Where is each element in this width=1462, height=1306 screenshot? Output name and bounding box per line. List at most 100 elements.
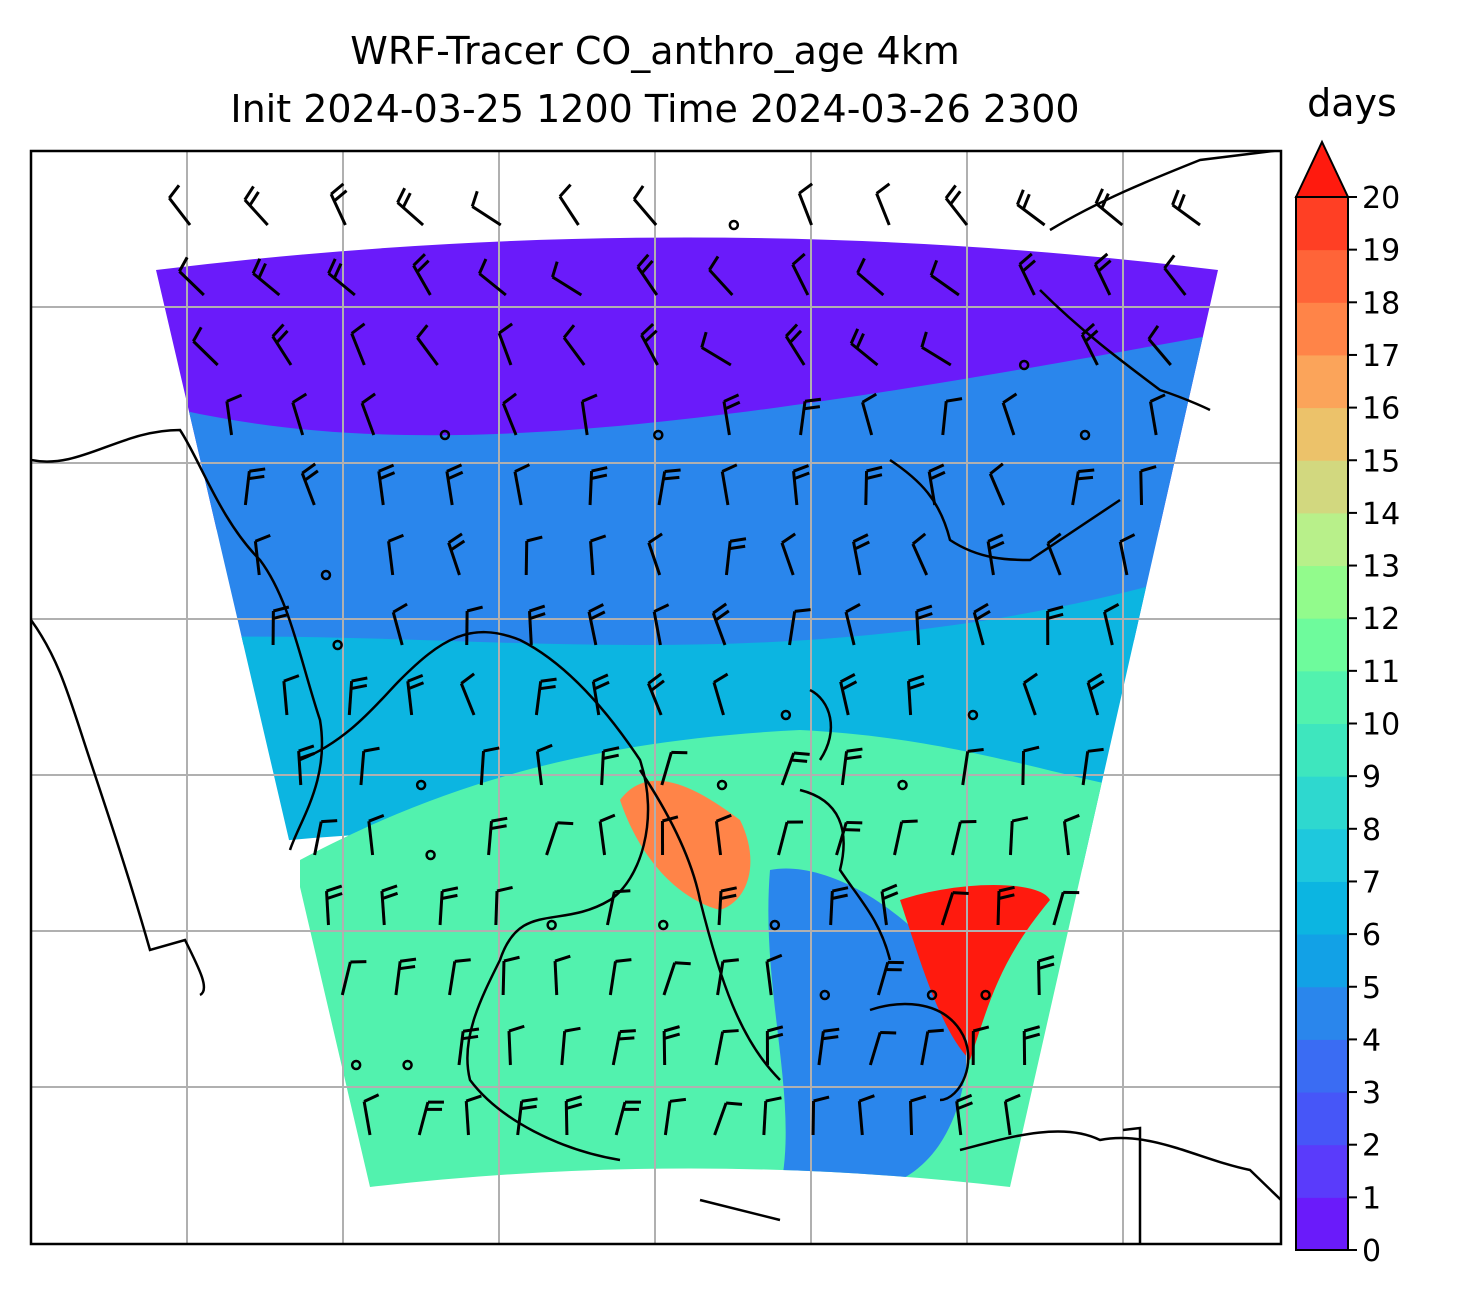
wind-barb <box>909 1094 927 1136</box>
wind-barb <box>941 397 963 436</box>
wind-barb <box>791 252 810 296</box>
colorbar-segment <box>1296 670 1348 724</box>
wind-barb <box>929 259 960 297</box>
map-frame <box>29 149 1283 1246</box>
wind-barb <box>591 673 610 716</box>
wind-barb <box>861 392 878 436</box>
colorbar-tick-label: 4 <box>1362 1023 1381 1058</box>
wind-barb <box>1081 747 1104 786</box>
wind-barb <box>986 533 1005 576</box>
wind-barb <box>716 958 739 996</box>
wind-barb <box>605 889 631 926</box>
wind-barb <box>835 820 863 856</box>
wind-barb <box>940 891 969 926</box>
wind-barb <box>598 813 616 856</box>
wind-barb <box>600 746 620 786</box>
colorbar-tick-label: 10 <box>1362 708 1400 743</box>
wind-barb <box>784 323 806 366</box>
colorbar-segment <box>1296 1197 1348 1251</box>
wind-barb <box>927 463 946 506</box>
field-band-mid <box>156 330 1218 657</box>
colorbar-segment <box>1296 302 1348 356</box>
wind-barb <box>614 1100 641 1136</box>
wind-barb <box>652 603 670 646</box>
wind-barb <box>282 674 300 716</box>
wind-barb <box>459 672 476 716</box>
wind-barb <box>857 1094 875 1136</box>
wind-barb <box>972 602 991 646</box>
wind-barb <box>876 960 904 996</box>
wind-barb <box>464 1094 482 1136</box>
colorbar-tick-label: 17 <box>1362 339 1400 374</box>
wind-barb <box>367 813 385 856</box>
wind-barb <box>852 533 870 576</box>
wind-calm-marker <box>350 1059 362 1071</box>
wind-barbs <box>168 182 1201 1136</box>
wind-barb <box>360 392 376 436</box>
wind-barb <box>325 884 343 926</box>
wind-barb <box>657 468 681 506</box>
wind-barb <box>996 885 1015 926</box>
colorbar-segment <box>1296 828 1348 882</box>
wind-barb <box>849 328 879 367</box>
wind-barb <box>988 462 1006 506</box>
wind-barb <box>915 604 933 646</box>
wind-barb <box>564 1095 583 1136</box>
wind-barb <box>1021 745 1040 786</box>
wind-calm-marker <box>425 849 436 861</box>
wind-barb <box>944 184 969 226</box>
wind-barb <box>920 1028 944 1066</box>
wind-barb <box>513 463 531 506</box>
colorbar-extend-arrow <box>1294 139 1350 198</box>
wind-barb <box>465 605 483 646</box>
wind-barb <box>662 1025 681 1066</box>
wind-barb <box>608 958 632 996</box>
wind-barb <box>1046 605 1064 646</box>
wind-barb <box>350 322 366 366</box>
wind-barb <box>553 954 571 996</box>
wind-barb <box>1086 672 1105 716</box>
wind-calm-marker <box>332 639 343 651</box>
wind-barb <box>1018 252 1037 296</box>
wind-calm-marker <box>1079 429 1091 441</box>
coastlines <box>31 151 1281 1244</box>
wind-barb <box>1148 393 1166 436</box>
wind-barb <box>545 821 574 856</box>
wind-barb <box>792 464 810 506</box>
wind-barb <box>396 187 425 227</box>
wind-barb <box>839 673 858 716</box>
colorbar-tick-label: 18 <box>1362 286 1400 321</box>
wind-barb <box>1016 189 1046 227</box>
wind-barb <box>340 960 367 996</box>
wind-barb <box>711 602 730 646</box>
wind-barb <box>765 1025 784 1066</box>
wind-calm-marker <box>980 989 991 1001</box>
colorbar-segment <box>1296 776 1348 830</box>
colorbar-segment <box>1296 460 1348 514</box>
wind-barb <box>406 673 425 716</box>
wind-barb <box>640 322 659 366</box>
colorbar-unit-label: days <box>1307 81 1397 125</box>
wind-barb <box>1093 252 1112 296</box>
wind-barb <box>347 676 368 716</box>
wind-barb <box>192 326 219 367</box>
wind-barb <box>1171 189 1201 227</box>
colorbar-tick-label: 11 <box>1362 655 1400 690</box>
wind-barb <box>528 604 546 646</box>
wind-barb <box>868 1030 897 1066</box>
colorbar-tick-label: 6 <box>1362 918 1381 953</box>
wind-barb <box>817 1027 840 1066</box>
colorbar-tick-label: 7 <box>1362 865 1381 900</box>
colorbar-segment <box>1296 565 1348 619</box>
colorbar-segment <box>1296 618 1348 672</box>
colorbar-segment <box>1296 986 1348 1040</box>
wind-barb <box>516 1097 538 1136</box>
wind-barb <box>875 182 891 226</box>
wind-barb <box>587 603 606 646</box>
wind-barb <box>714 813 732 856</box>
colorbar-tick-label: 9 <box>1362 760 1381 795</box>
wind-calm-marker <box>658 919 669 931</box>
wind-barb <box>955 1093 974 1136</box>
wind-barb <box>1037 955 1055 996</box>
wind-barb <box>494 885 513 926</box>
